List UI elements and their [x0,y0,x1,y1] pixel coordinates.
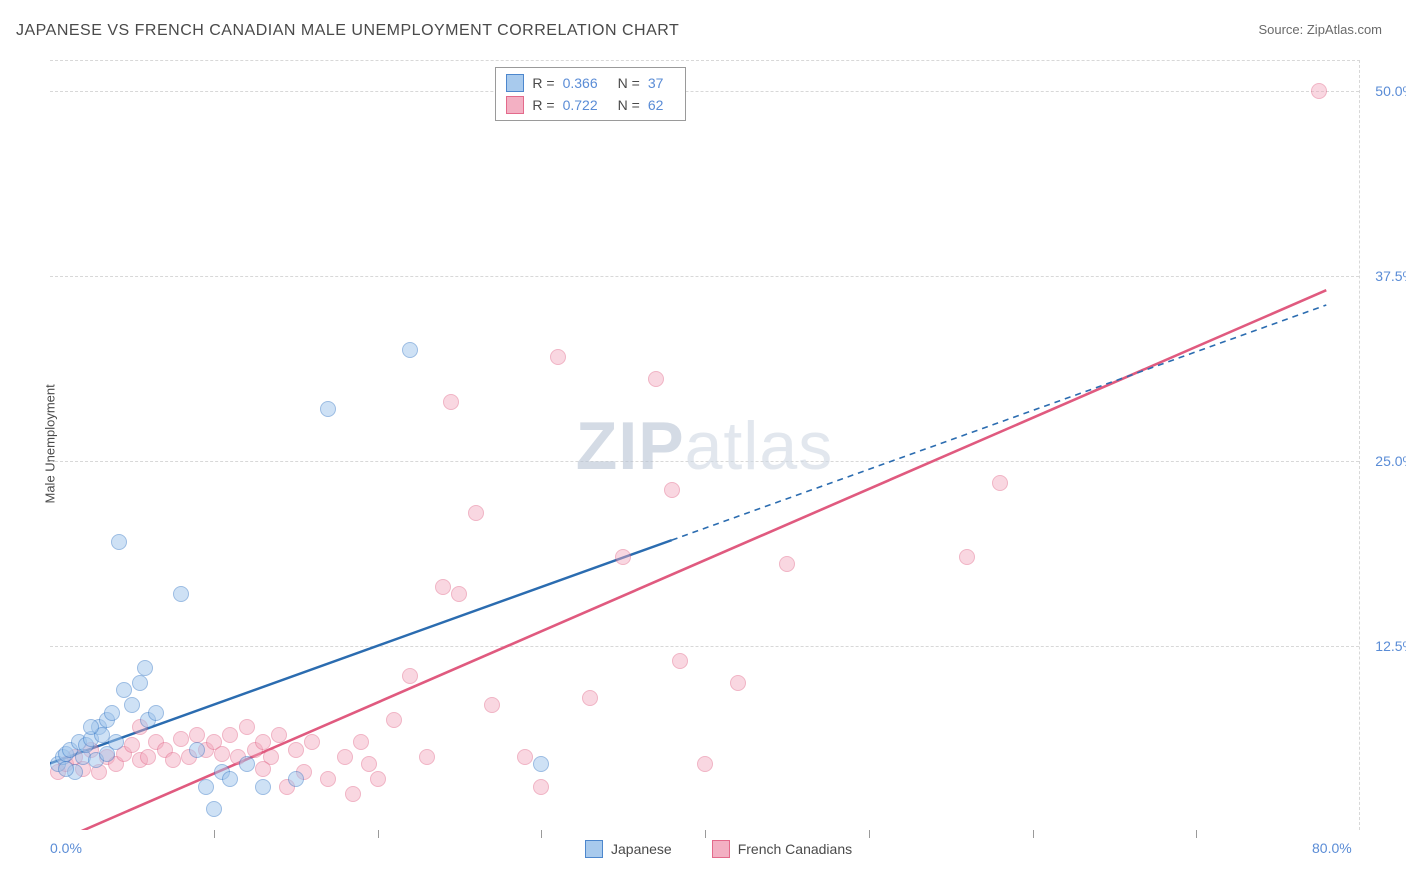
scatter-point-french [239,719,255,735]
swatch-japanese [506,74,524,92]
x-tick-label: 0.0% [50,840,82,856]
scatter-point-french [345,786,361,802]
scatter-point-french [1311,83,1327,99]
y-tick-label: 50.0% [1375,83,1406,99]
legend-item-french: French Canadians [712,840,852,858]
scatter-point-japanese [198,779,214,795]
series-label-japanese: Japanese [611,841,672,857]
scatter-point-japanese [222,771,238,787]
swatch-japanese [585,840,603,858]
scatter-point-french [435,579,451,595]
x-tick [1033,830,1034,838]
scatter-point-japanese [58,761,74,777]
y-tick-label: 12.5% [1375,638,1406,654]
stat-r-label: R = [532,97,554,113]
x-tick-label: 80.0% [1312,840,1352,856]
scatter-point-french [468,505,484,521]
legend-item-japanese: Japanese [585,840,672,858]
scatter-point-french [214,746,230,762]
scatter-point-japanese [320,401,336,417]
scatter-point-french [386,712,402,728]
scatter-point-japanese [111,534,127,550]
scatter-point-french [402,668,418,684]
stat-n-label: N = [618,97,640,113]
legend-series: Japanese French Canadians [585,840,852,858]
scatter-point-french [550,349,566,365]
scatter-point-japanese [402,342,418,358]
scatter-point-french [320,771,336,787]
scatter-point-french [959,549,975,565]
scatter-point-japanese [116,682,132,698]
x-tick [1196,830,1197,838]
scatter-point-french [582,690,598,706]
scatter-point-french [271,727,287,743]
y-tick-label: 37.5% [1375,268,1406,284]
scatter-point-japanese [132,675,148,691]
scatter-point-japanese [189,742,205,758]
scatter-point-french [533,779,549,795]
scatter-point-french [779,556,795,572]
swatch-french [506,96,524,114]
stat-n-label: N = [618,75,640,91]
scatter-point-french [697,756,713,772]
scatter-point-french [443,394,459,410]
scatter-point-japanese [148,705,164,721]
stat-r-japanese: 0.366 [563,75,598,91]
stat-n-japanese: 37 [648,75,664,91]
scatter-point-french [517,749,533,765]
scatter-point-french [370,771,386,787]
x-tick [869,830,870,838]
x-tick [378,830,379,838]
scatter-point-japanese [173,586,189,602]
scatter-point-japanese [104,705,120,721]
scatter-point-french [255,761,271,777]
stat-n-french: 62 [648,97,664,113]
scatter-point-french [992,475,1008,491]
scatter-point-french [189,727,205,743]
scatter-point-japanese [239,756,255,772]
scatter-point-french [484,697,500,713]
scatter-point-french [140,749,156,765]
scatter-point-french [353,734,369,750]
legend-stats: R = 0.366 N = 37 R = 0.722 N = 62 [495,67,686,121]
chart-title: JAPANESE VS FRENCH CANADIAN MALE UNEMPLO… [16,22,679,40]
scatter-point-japanese [124,697,140,713]
x-tick [541,830,542,838]
x-tick [214,830,215,838]
scatter-point-french [304,734,320,750]
source-caption: Source: ZipAtlas.com [1258,22,1382,37]
swatch-french [712,840,730,858]
y-tick-label: 25.0% [1375,453,1406,469]
scatter-point-japanese [206,801,222,817]
scatter-point-japanese [255,779,271,795]
scatter-point-japanese [137,660,153,676]
scatter-point-french [173,731,189,747]
stat-r-label: R = [532,75,554,91]
legend-row-japanese: R = 0.366 N = 37 [506,72,675,94]
scatter-point-french [664,482,680,498]
scatter-point-french [672,653,688,669]
scatter-point-french [165,752,181,768]
stat-r-french: 0.722 [563,97,598,113]
x-tick [705,830,706,838]
scatter-point-french [615,549,631,565]
series-label-french: French Canadians [738,841,852,857]
scatter-point-french [222,727,238,743]
scatter-point-french [288,742,304,758]
scatter-point-french [648,371,664,387]
points-layer [50,61,1359,830]
scatter-point-french [124,737,140,753]
plot-area: Male Unemployment 12.5%25.0%37.5%50.0% Z… [50,60,1360,830]
scatter-point-japanese [288,771,304,787]
scatter-point-japanese [99,746,115,762]
scatter-point-french [419,749,435,765]
scatter-point-french [730,675,746,691]
scatter-point-japanese [533,756,549,772]
scatter-point-japanese [83,719,99,735]
scatter-point-french [361,756,377,772]
scatter-point-french [255,734,271,750]
legend-row-french: R = 0.722 N = 62 [506,94,675,116]
scatter-point-french [451,586,467,602]
scatter-point-french [337,749,353,765]
